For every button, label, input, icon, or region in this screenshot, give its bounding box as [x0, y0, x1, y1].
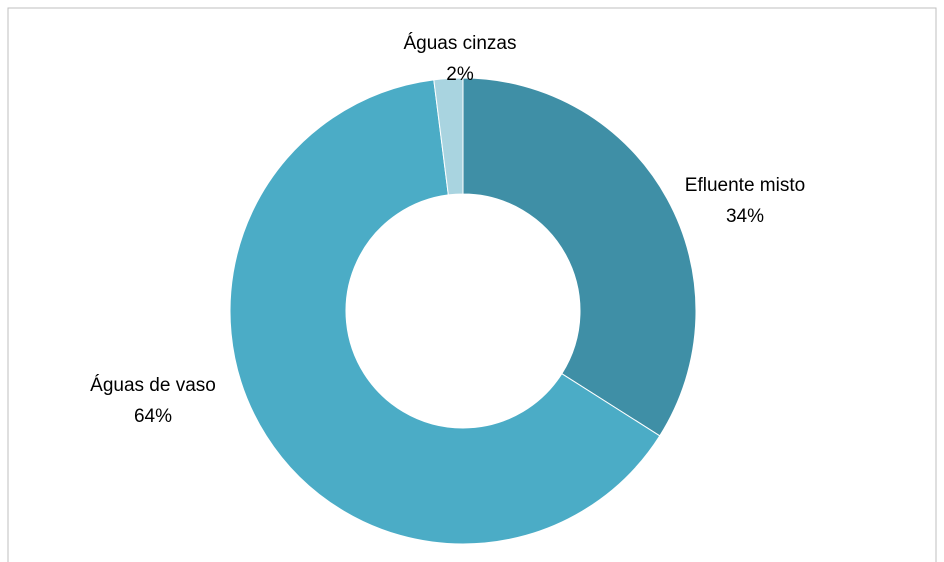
value-label: 34% — [726, 206, 764, 227]
value-label: 2% — [446, 64, 474, 85]
category-label: Efluente misto — [685, 175, 805, 196]
donut-segment — [433, 77, 464, 196]
category-label: Águas de vaso — [90, 375, 216, 396]
value-label: 64% — [134, 406, 172, 427]
chart-border — [7, 7, 937, 562]
category-label: Águas cinzas — [403, 33, 516, 54]
donut-segment — [462, 77, 697, 437]
donut-segment — [229, 79, 661, 545]
